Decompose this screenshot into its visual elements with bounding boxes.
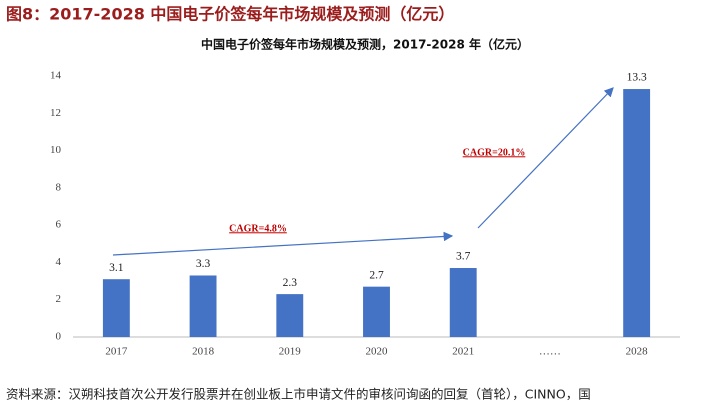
value-label: 13.3 bbox=[627, 72, 647, 84]
y-tick-label: 14 bbox=[50, 70, 62, 82]
x-tick-label: 2018 bbox=[192, 346, 215, 358]
value-label: 3.7 bbox=[456, 251, 471, 263]
y-tick-label: 4 bbox=[56, 256, 62, 268]
figure-title: 图8：2017-2028 中国电子价签每年市场规模及预测（亿元） bbox=[6, 5, 454, 24]
value-label: 2.7 bbox=[369, 269, 384, 281]
x-tick-label: 2021 bbox=[452, 346, 474, 358]
bar bbox=[189, 275, 217, 337]
bar bbox=[276, 294, 304, 337]
bar bbox=[363, 286, 390, 337]
bar bbox=[449, 268, 477, 337]
trend-arrow bbox=[112, 231, 454, 256]
x-tick-label: 2017 bbox=[105, 346, 128, 358]
bar bbox=[623, 89, 651, 337]
source-note: 资料来源：汉朔科技首次公开发行股票并在创业板上市申请文件的审核问询函的回复（首轮… bbox=[6, 387, 591, 402]
y-tick-label: 10 bbox=[50, 144, 62, 156]
x-tick-label: 2028 bbox=[626, 346, 649, 358]
value-label: 3.1 bbox=[109, 262, 124, 274]
y-tick-label: 2 bbox=[56, 293, 62, 305]
bar bbox=[102, 279, 130, 337]
annotation: CAGR=4.8% bbox=[229, 223, 287, 234]
trend-arrow bbox=[477, 87, 614, 229]
y-tick-label: 6 bbox=[56, 219, 62, 231]
value-label: 2.3 bbox=[283, 277, 298, 289]
x-tick-label: …… bbox=[539, 346, 561, 358]
y-tick-label: 8 bbox=[56, 181, 62, 193]
chart-title: 中国电子价签每年市场规模及预测，2017-2028 年（亿元） bbox=[201, 37, 529, 52]
value-label: 3.3 bbox=[196, 258, 211, 270]
x-tick-label: 2020 bbox=[366, 346, 389, 358]
x-tick-label: 2019 bbox=[279, 346, 302, 358]
y-tick-label: 0 bbox=[56, 331, 62, 343]
annotation: CAGR=20.1% bbox=[463, 147, 526, 158]
y-tick-label: 12 bbox=[50, 107, 61, 119]
